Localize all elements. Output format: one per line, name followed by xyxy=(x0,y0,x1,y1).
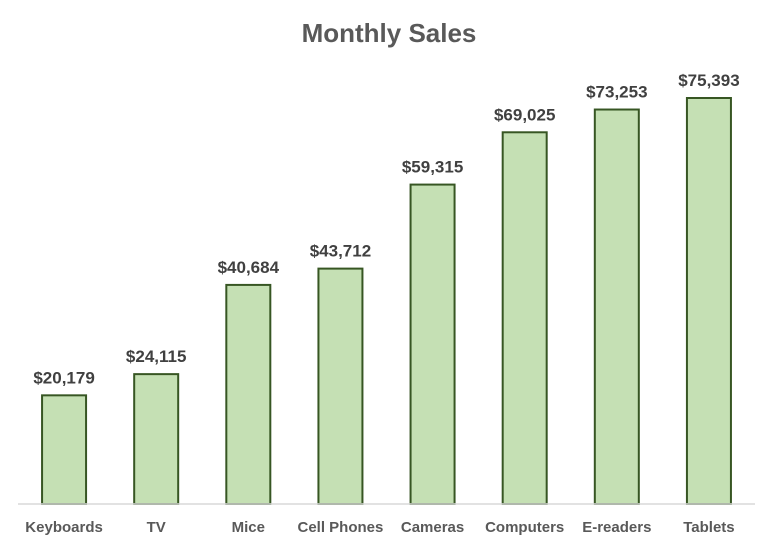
data-label: $43,712 xyxy=(310,242,371,261)
data-labels-group: $20,179 $24,115 $40,684 $43,712 $59,315 $69,0… xyxy=(33,71,739,387)
data-label: $69,025 xyxy=(494,105,555,124)
x-tick-label: Mice xyxy=(232,519,265,536)
data-label: $40,684 xyxy=(218,258,280,277)
chart-title: Monthly Sales xyxy=(301,18,477,48)
bar-computers xyxy=(501,131,548,505)
data-label: $24,115 xyxy=(126,347,187,366)
data-label: $59,315 xyxy=(402,158,463,177)
x-tick-label: Keyboards xyxy=(25,519,103,536)
bars-group xyxy=(41,97,732,506)
bar-tablets xyxy=(685,97,732,505)
data-label: $73,253 xyxy=(586,83,647,102)
x-tick-label: Tablets xyxy=(683,519,734,536)
x-tick-label: Cameras xyxy=(401,519,464,536)
data-label: $20,179 xyxy=(33,368,94,387)
bar-keyboards xyxy=(41,394,88,506)
x-tick-label: E-readers xyxy=(582,519,651,536)
bar-mice xyxy=(225,283,272,505)
bar-cell-phones xyxy=(317,267,364,505)
tick-labels-group: Keyboards TV Mice Cell Phones Cameras Compute… xyxy=(25,519,734,536)
bar-tv xyxy=(133,373,180,505)
bar-cameras xyxy=(409,183,456,505)
data-label: $75,393 xyxy=(678,71,739,90)
x-tick-label: Computers xyxy=(485,519,564,536)
x-tick-label: Cell Phones xyxy=(298,519,384,536)
x-tick-label: TV xyxy=(147,519,166,536)
bar-e-readers xyxy=(593,108,640,506)
